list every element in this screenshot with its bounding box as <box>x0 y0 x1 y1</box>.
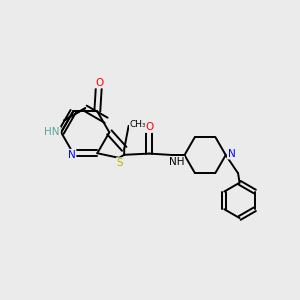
Text: N: N <box>68 150 76 160</box>
Text: N: N <box>228 148 236 159</box>
Text: CH₃: CH₃ <box>130 120 146 129</box>
Text: S: S <box>117 158 123 168</box>
Text: O: O <box>95 78 103 88</box>
Text: NH: NH <box>169 157 184 167</box>
Text: O: O <box>146 122 154 132</box>
Text: HN: HN <box>44 127 60 137</box>
